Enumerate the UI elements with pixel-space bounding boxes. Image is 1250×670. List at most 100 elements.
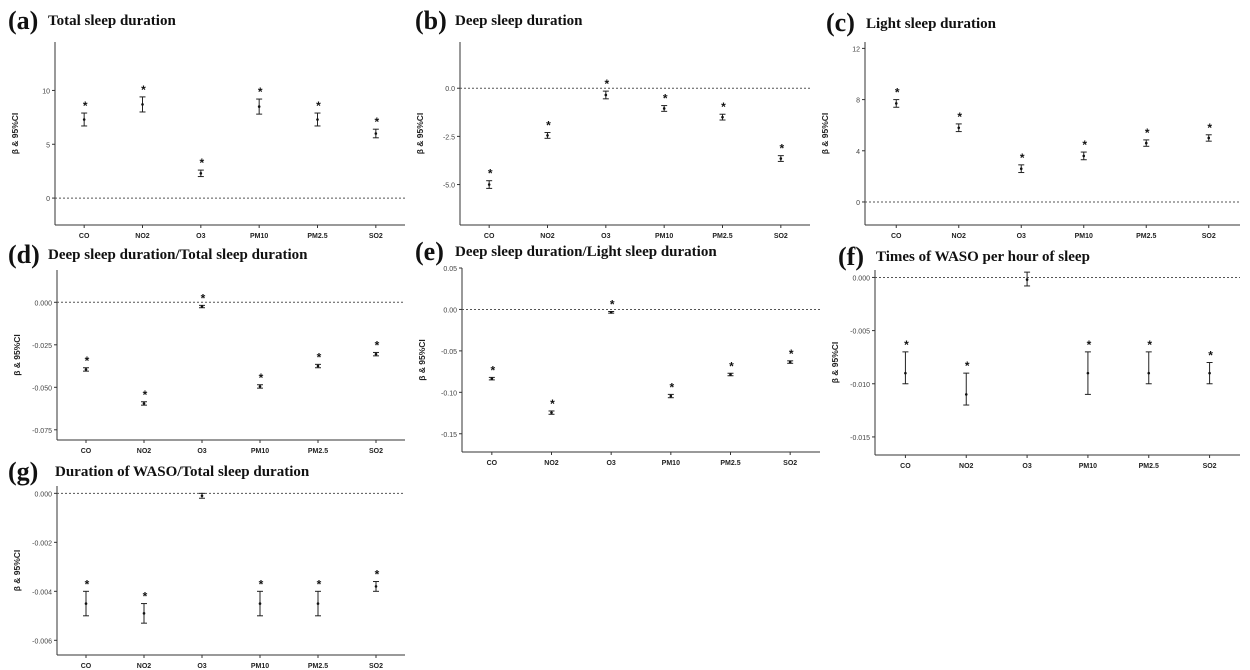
x-tick-label: PM2.5	[1136, 233, 1156, 240]
y-tick-label: -5.0	[443, 183, 455, 190]
data-point	[374, 585, 378, 588]
panel-label-a: (a)	[8, 6, 39, 35]
y-axis-label: β & 95%CI	[415, 113, 425, 155]
data-point	[957, 126, 961, 130]
y-tick-label: 10	[42, 88, 50, 95]
significance-star: *	[789, 347, 794, 361]
significance-star: *	[1147, 338, 1152, 352]
data-point	[550, 411, 553, 414]
significance-star: *	[143, 590, 148, 604]
x-tick-label: CO	[79, 233, 90, 240]
significance-star: *	[1207, 121, 1212, 135]
y-tick-label: -0.005	[850, 329, 870, 336]
chart-b: -5.0 -2.5 0.0 β & 95%CI CO * NO2 * O3 * PM10 * PM2.5…	[415, 42, 810, 240]
data-point	[258, 385, 262, 388]
y-tick-label: -0.010	[850, 382, 870, 389]
y-tick-label: 0.00	[443, 307, 457, 314]
data-point	[604, 93, 608, 97]
data-point	[662, 107, 666, 110]
data-point	[258, 602, 262, 605]
x-tick-label: SO2	[1202, 233, 1216, 240]
x-tick-label: PM2.5	[307, 233, 327, 240]
significance-star: *	[201, 291, 206, 305]
significance-star: *	[663, 92, 668, 106]
x-tick-label: NO2	[540, 233, 555, 240]
significance-star: *	[729, 359, 734, 373]
data-point	[374, 352, 378, 356]
panel-label-e: (e)	[415, 237, 444, 266]
x-tick-label: O3	[197, 663, 206, 670]
x-tick-label: SO2	[774, 233, 788, 240]
x-tick-label: CO	[487, 460, 498, 467]
significance-star: *	[1208, 349, 1213, 363]
data-point	[374, 132, 378, 135]
x-tick-label: CO	[900, 463, 911, 470]
x-tick-label: PM2.5	[712, 233, 732, 240]
x-tick-label: NO2	[135, 233, 150, 240]
y-axis-label: β & 95%CI	[820, 113, 830, 155]
y-tick-label: -0.002	[32, 540, 52, 547]
significance-star: *	[550, 397, 555, 411]
significance-star: *	[199, 156, 204, 170]
y-axis-label: β & 95%CI	[830, 342, 840, 384]
x-tick-label: PM2.5	[308, 663, 328, 670]
y-tick-label: 0.0	[445, 86, 455, 93]
y-tick-label: -0.006	[32, 638, 52, 645]
x-tick-label: NO2	[137, 448, 152, 455]
significance-star: *	[965, 359, 970, 373]
x-tick-label: O3	[196, 233, 205, 240]
y-tick-label: 0.000	[34, 300, 52, 307]
panel-title-c: Light sleep duration	[866, 16, 997, 32]
x-tick-label: PM10	[250, 233, 268, 240]
panel-label-d: (d)	[8, 240, 40, 269]
x-tick-label: SO2	[369, 663, 383, 670]
data-point	[1019, 167, 1023, 170]
significance-star: *	[895, 86, 900, 100]
y-tick-label: 4	[856, 149, 860, 156]
data-point	[964, 393, 968, 396]
x-tick-label: PM10	[251, 663, 269, 670]
panel-title-b: Deep sleep duration	[455, 13, 583, 29]
x-tick-label: SO2	[1203, 463, 1217, 470]
significance-star: *	[546, 119, 551, 133]
data-point	[1144, 141, 1148, 145]
significance-star: *	[375, 338, 380, 352]
data-point	[1082, 154, 1086, 158]
data-point	[609, 311, 613, 314]
data-point	[546, 134, 549, 137]
data-point	[721, 115, 724, 119]
panel-label-f: (f)	[838, 242, 864, 271]
significance-star: *	[317, 350, 322, 364]
x-tick-label: NO2	[137, 663, 152, 670]
data-point	[490, 377, 494, 380]
y-tick-label: -0.015	[850, 435, 870, 442]
significance-star: *	[488, 167, 493, 181]
panel-title-g: Duration of WASO/Total sleep duration	[55, 464, 310, 480]
y-tick-label: -0.025	[32, 343, 52, 350]
y-tick-label: 5	[46, 142, 50, 149]
x-tick-label: SO2	[783, 460, 797, 467]
y-tick-label: 0.000	[852, 275, 870, 282]
significance-star: *	[85, 577, 90, 591]
data-point	[84, 368, 88, 371]
chart-d: -0.075 -0.050 -0.025 0.000 β & 95%CI CO * NO2 * O…	[12, 270, 405, 455]
y-tick-label: -0.05	[441, 349, 457, 356]
chart-f: -0.015 -0.010 -0.005 0.000 β & 95%CI CO * NO2 * O…	[830, 270, 1240, 470]
x-tick-label: CO	[891, 233, 902, 240]
y-tick-label: -0.10	[441, 390, 457, 397]
data-point	[84, 602, 88, 605]
y-axis-label: β & 95%CI	[417, 339, 427, 381]
significance-star: *	[669, 380, 674, 394]
data-point	[779, 157, 783, 160]
significance-star: *	[904, 338, 909, 352]
x-tick-label: O3	[1022, 463, 1031, 470]
y-axis-label: β & 95%CI	[12, 550, 22, 592]
y-axis-label: β & 95%CI	[12, 334, 22, 376]
data-point	[316, 602, 320, 605]
y-tick-label: 0	[856, 200, 860, 207]
data-point	[141, 103, 144, 106]
data-point	[788, 360, 792, 364]
significance-star: *	[1145, 126, 1150, 140]
y-tick-label: -0.15	[441, 432, 457, 439]
chart-a: 0 5 10 β & 95%CI CO * NO2 * O3 * PM10 * PM2.5 * SO2 *	[10, 42, 405, 240]
